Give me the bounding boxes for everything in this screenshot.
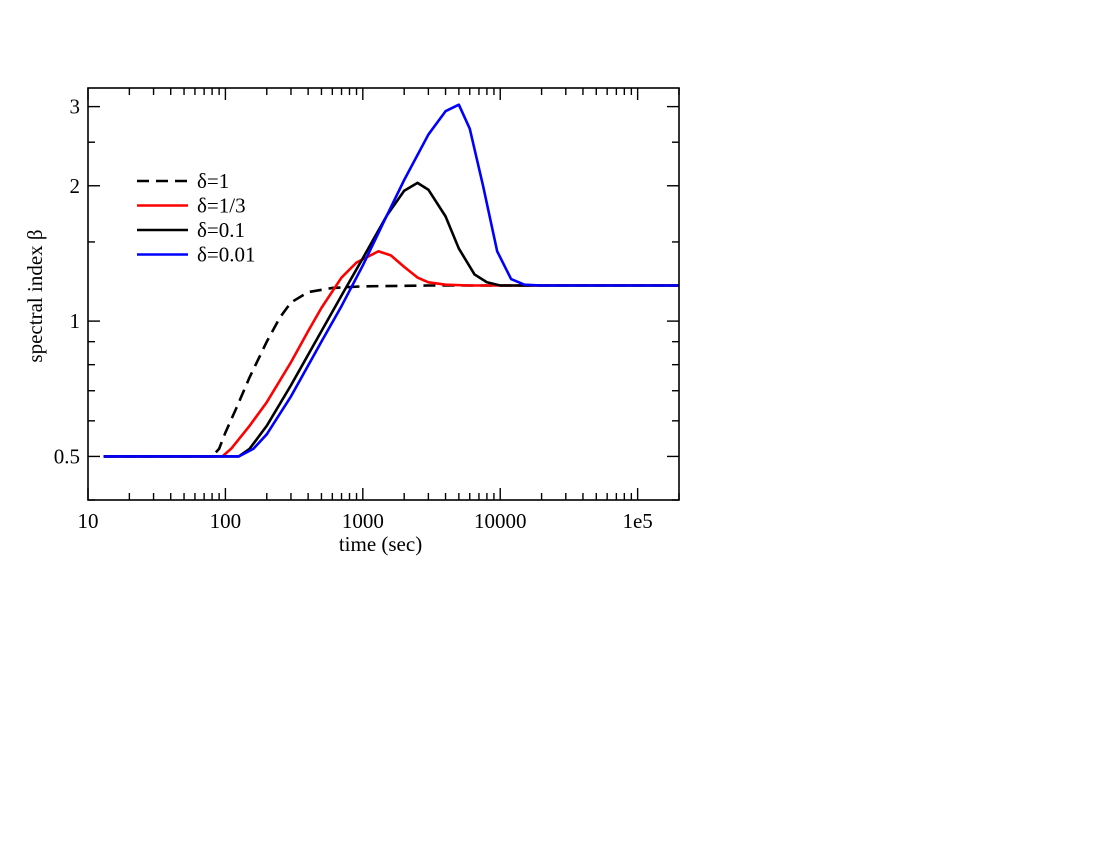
y-axis-label: spectral index β (23, 229, 47, 362)
series-line-3 (103, 181, 679, 458)
y-tick-label: 2 (70, 174, 81, 198)
y-tick-label: 1 (70, 309, 81, 333)
y-tick-label: 3 (70, 95, 81, 119)
legend-label-3: δ=0.1 (197, 218, 245, 242)
x-tick-label: 10 (78, 509, 99, 533)
series-line-2 (103, 249, 679, 458)
axes: 10 100 1000 10000 1e5 0.5 1 2 3 time (sec) spectra… (23, 87, 680, 556)
legend-label-4: δ=0.01 (197, 243, 256, 267)
x-tick-label: 1000 (342, 509, 384, 533)
legend-label-1: δ=1 (197, 169, 229, 193)
series-lines (103, 103, 679, 458)
x-tick-label: 1e5 (622, 509, 652, 533)
series-line-4 (103, 103, 679, 458)
x-axis-label: time (sec) (339, 532, 422, 556)
x-tick-label: 100 (210, 509, 242, 533)
legend: δ=1δ=1/3δ=0.1δ=0.01 (137, 169, 256, 267)
legend-label-2: δ=1/3 (197, 194, 246, 218)
y-tick-label: 0.5 (54, 444, 80, 468)
x-tick-label: 10000 (474, 509, 527, 533)
series-line-1 (103, 284, 679, 458)
plot-frame (87, 87, 680, 501)
